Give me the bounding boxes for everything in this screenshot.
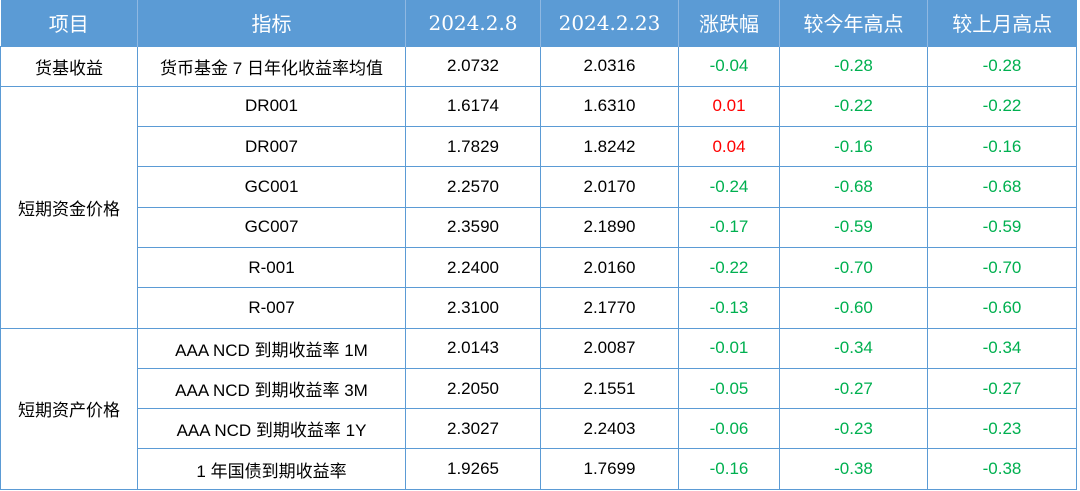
indicator-cell: 1 年国债到期收益率 xyxy=(137,448,406,490)
value-date-1-cell: 2.3027 xyxy=(405,408,541,450)
indicator-cell: R-007 xyxy=(137,287,406,329)
change-cell: 0.01 xyxy=(678,85,780,128)
indicator-cell: GC001 xyxy=(137,166,406,208)
category-cell: 短期资金价格 xyxy=(0,85,138,329)
change-cell: -0.05 xyxy=(678,367,780,410)
value-date-2-cell: 1.8242 xyxy=(540,126,679,168)
value-date-2-cell: 2.1770 xyxy=(540,287,679,329)
change-cell: -0.16 xyxy=(678,448,780,490)
indicator-cell: GC007 xyxy=(137,206,406,248)
indicator-cell: DR001 xyxy=(137,85,406,128)
vs-year-high-cell: -0.16 xyxy=(779,126,928,168)
table-row: GC007 2.3590 2.1890 -0.17 -0.59 -0.59 xyxy=(1,206,1077,248)
value-date-2-cell: 2.2403 xyxy=(540,408,679,450)
vs-year-high-cell: -0.27 xyxy=(779,367,928,410)
vs-year-high-cell: -0.34 xyxy=(779,327,928,369)
vs-month-high-cell: -0.28 xyxy=(927,45,1077,87)
header-row: 项目 指标 2024.2.8 2024.2.23 涨跌幅 较今年高点 较上月高点 xyxy=(0,0,1077,46)
change-cell: -0.06 xyxy=(678,408,780,450)
table-row: AAA NCD 到期收益率 3M 2.2050 2.1551 -0.05 -0.… xyxy=(1,367,1077,410)
vs-month-high-cell: -0.59 xyxy=(927,206,1077,248)
value-date-2-cell: 2.0087 xyxy=(540,327,679,369)
vs-month-high-cell: -0.70 xyxy=(927,246,1077,289)
value-date-2-cell: 2.0316 xyxy=(540,45,679,87)
vs-year-high-cell: -0.59 xyxy=(779,206,928,248)
value-date-1-cell: 2.2400 xyxy=(405,246,541,289)
table-row: R-007 2.3100 2.1770 -0.13 -0.60 -0.60 xyxy=(1,287,1077,329)
header-date-1: 2024.2.8 xyxy=(405,0,541,46)
table-row: 货基收益 货币基金 7 日年化收益率均值 2.0732 2.0316 -0.04… xyxy=(0,45,1077,87)
value-date-2-cell: 2.1890 xyxy=(540,206,679,248)
vs-month-high-cell: -0.16 xyxy=(927,126,1077,168)
vs-month-high-cell: -0.22 xyxy=(927,85,1077,128)
vs-year-high-cell: -0.38 xyxy=(779,448,928,490)
indicator-cell: DR007 xyxy=(137,126,406,168)
value-date-2-cell: 2.1551 xyxy=(540,367,679,410)
value-date-1-cell: 2.0732 xyxy=(405,45,541,87)
change-cell: -0.24 xyxy=(678,166,780,208)
change-cell: -0.22 xyxy=(678,246,780,289)
table-row: R-001 2.2400 2.0160 -0.22 -0.70 -0.70 xyxy=(1,246,1077,289)
value-date-1-cell: 2.2050 xyxy=(405,367,541,410)
value-date-2-cell: 1.6310 xyxy=(540,85,679,128)
table-row: DR007 1.7829 1.8242 0.04 -0.16 -0.16 xyxy=(1,126,1077,168)
table-row: GC001 2.2570 2.0170 -0.24 -0.68 -0.68 xyxy=(1,166,1077,208)
indicator-cell: R-001 xyxy=(137,246,406,289)
value-date-1-cell: 2.3100 xyxy=(405,287,541,329)
value-date-1-cell: 1.7829 xyxy=(405,126,541,168)
table-row: 短期资产价格 AAA NCD 到期收益率 1M 2.0143 2.0087 -0… xyxy=(0,327,1077,490)
header-vs-month-high: 较上月高点 xyxy=(927,0,1077,46)
value-date-2-cell: 1.7699 xyxy=(540,448,679,490)
vs-year-high-cell: -0.70 xyxy=(779,246,928,289)
header-vs-year-high: 较今年高点 xyxy=(779,0,928,46)
value-date-2-cell: 2.0160 xyxy=(540,246,679,289)
table-row: AAA NCD 到期收益率 1Y 2.3027 2.2403 -0.06 -0.… xyxy=(1,408,1077,450)
header-date-2: 2024.2.23 xyxy=(540,0,679,46)
vs-month-high-cell: -0.60 xyxy=(927,287,1077,329)
table-row: 短期资金价格 DR001 1.6174 1.6310 0.01 -0.22 -0… xyxy=(0,85,1077,329)
change-cell: -0.01 xyxy=(678,327,780,369)
value-date-1-cell: 1.6174 xyxy=(405,85,541,128)
vs-year-high-cell: -0.68 xyxy=(779,166,928,208)
vs-month-high-cell: -0.34 xyxy=(927,327,1077,369)
category-cell: 货基收益 xyxy=(0,45,138,87)
value-date-1-cell: 2.2570 xyxy=(405,166,541,208)
vs-month-high-cell: -0.38 xyxy=(927,448,1077,490)
value-date-1-cell: 2.3590 xyxy=(405,206,541,248)
vs-year-high-cell: -0.22 xyxy=(779,85,928,128)
vs-year-high-cell: -0.60 xyxy=(779,287,928,329)
vs-month-high-cell: -0.23 xyxy=(927,408,1077,450)
indicator-cell: AAA NCD 到期收益率 1Y xyxy=(137,408,406,450)
change-cell: 0.04 xyxy=(678,126,780,168)
indicator-cell: AAA NCD 到期收益率 1M xyxy=(137,327,406,369)
indicator-cell: 货币基金 7 日年化收益率均值 xyxy=(137,45,406,87)
indicator-cell: AAA NCD 到期收益率 3M xyxy=(137,367,406,410)
header-category: 项目 xyxy=(0,0,138,46)
value-date-1-cell: 2.0143 xyxy=(405,327,541,369)
change-cell: -0.04 xyxy=(678,45,780,87)
vs-month-high-cell: -0.27 xyxy=(927,367,1077,410)
table-row: 1 年国债到期收益率 1.9265 1.7699 -0.16 -0.38 -0.… xyxy=(1,448,1077,490)
vs-month-high-cell: -0.68 xyxy=(927,166,1077,208)
vs-year-high-cell: -0.23 xyxy=(779,408,928,450)
category-cell: 短期资产价格 xyxy=(0,327,138,490)
change-cell: -0.17 xyxy=(678,206,780,248)
change-cell: -0.13 xyxy=(678,287,780,329)
value-date-1-cell: 1.9265 xyxy=(405,448,541,490)
value-date-2-cell: 2.0170 xyxy=(540,166,679,208)
header-indicator: 指标 xyxy=(137,0,406,46)
vs-year-high-cell: -0.28 xyxy=(779,45,928,87)
header-change: 涨跌幅 xyxy=(678,0,780,46)
